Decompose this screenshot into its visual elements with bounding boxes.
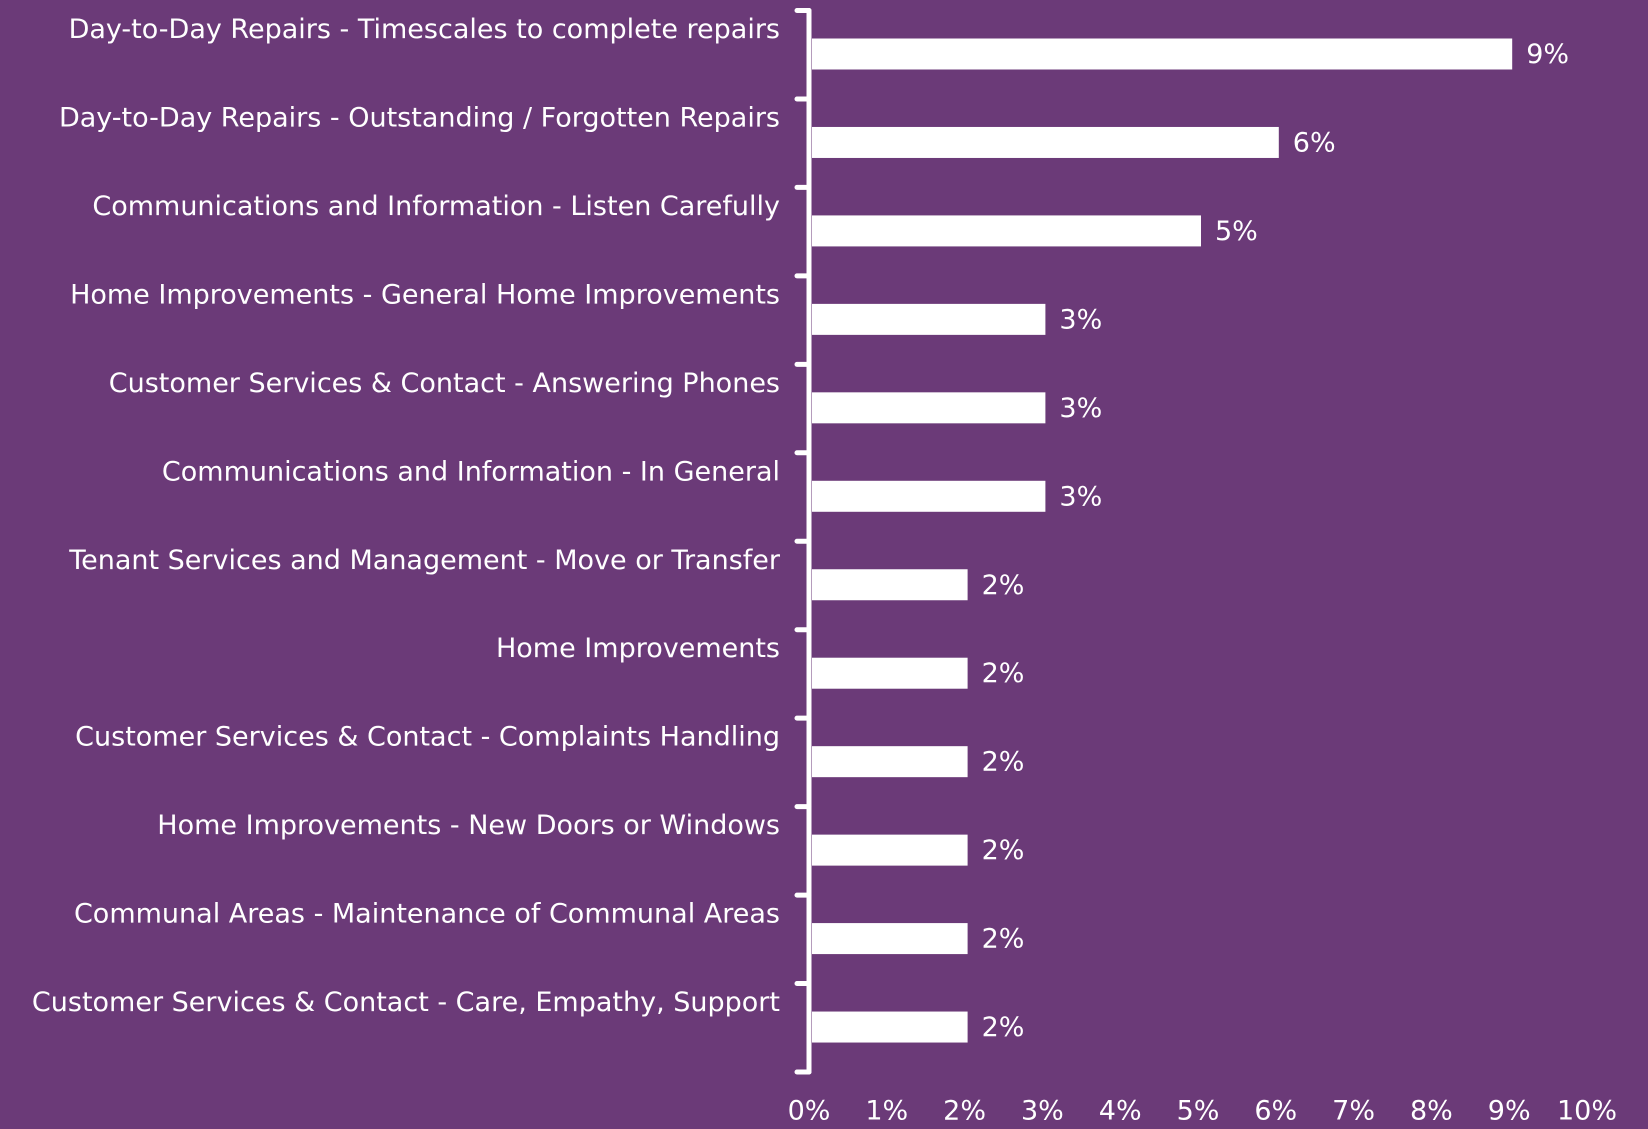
x-tick-label: 9% [1488,1096,1531,1126]
bar [812,834,968,866]
value-label: 3% [1059,304,1102,335]
x-tick-label: 10% [1557,1096,1617,1126]
category-label: Home Improvements - General Home Improve… [70,279,780,310]
value-label: 2% [982,1012,1025,1043]
value-label: 3% [1059,393,1102,424]
x-tick-label: 5% [1177,1096,1220,1126]
category-label: Home Improvements - New Doors or Windows [157,810,780,841]
bar [812,126,1279,158]
category-label: Day-to-Day Repairs - Timescales to compl… [69,14,780,45]
category-label: Communal Areas - Maintenance of Communal… [74,899,780,930]
value-label: 3% [1059,481,1102,512]
bar [812,923,968,955]
value-label: 2% [982,570,1025,601]
x-tick-label: 7% [1332,1096,1375,1126]
bar [812,657,968,689]
category-label: Customer Services & Contact - Complaints… [75,722,780,753]
value-label: 5% [1215,216,1258,247]
x-tick-label: 2% [943,1096,986,1126]
bar [812,215,1201,247]
category-label: Day-to-Day Repairs - Outstanding / Forgo… [59,102,780,133]
x-tick-label: 3% [1021,1096,1064,1126]
value-label: 2% [982,924,1025,955]
category-label: Tenant Services and Management - Move or… [68,545,781,576]
x-tick-label: 6% [1254,1096,1297,1126]
category-label: Customer Services & Contact - Answering … [109,368,780,399]
category-label: Communications and Information - In Gene… [162,456,780,487]
value-label: 2% [982,835,1025,866]
x-tick-label: 1% [865,1096,908,1126]
value-label: 6% [1293,127,1336,158]
x-tick-label: 8% [1410,1096,1453,1126]
bar [812,569,968,601]
value-label: 9% [1526,39,1569,70]
category-label: Customer Services & Contact - Care, Empa… [32,987,780,1018]
bar [812,392,1046,424]
bar [812,38,1513,70]
category-label: Communications and Information - Listen … [92,191,780,222]
category-label: Home Improvements [496,633,780,664]
bar [812,303,1046,335]
bar [812,480,1046,512]
bar [812,746,968,778]
x-tick-label: 4% [1099,1096,1142,1126]
x-tick-label: 0% [788,1096,831,1126]
value-label: 2% [982,747,1025,778]
value-label: 2% [982,658,1025,689]
bar [812,1011,968,1043]
